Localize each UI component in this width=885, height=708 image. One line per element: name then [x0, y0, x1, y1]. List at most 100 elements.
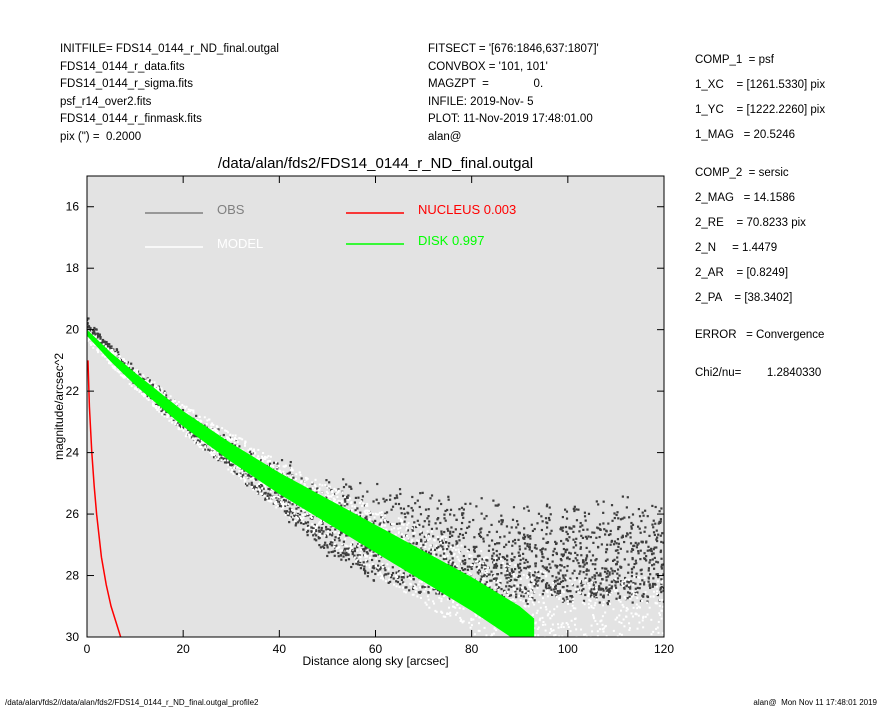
obs-point — [634, 587, 637, 590]
model-point — [331, 489, 334, 492]
model-point — [652, 590, 655, 593]
obs-point — [315, 529, 318, 533]
obs-point — [203, 448, 206, 451]
obs-point — [615, 513, 618, 517]
model-point — [527, 576, 530, 579]
obs-point — [586, 528, 589, 531]
obs-point — [582, 571, 585, 574]
model-point — [648, 678, 650, 680]
obs-point — [527, 574, 530, 577]
model-point — [243, 478, 246, 481]
model-point — [284, 464, 287, 467]
model-point — [609, 660, 611, 662]
model-point — [99, 339, 102, 342]
obs-point — [517, 538, 520, 541]
obs-point — [533, 574, 536, 577]
obs-point — [662, 541, 664, 544]
model-point — [561, 590, 564, 593]
model-point — [493, 561, 496, 564]
model-point — [387, 567, 390, 570]
model-point — [355, 511, 358, 514]
obs-point — [579, 565, 582, 568]
model-point — [435, 544, 438, 547]
model-point — [619, 682, 621, 684]
model-point — [621, 646, 623, 648]
y-tick-label: 30 — [66, 630, 80, 644]
obs-point — [651, 504, 654, 508]
model-point — [523, 640, 525, 642]
model-point — [183, 405, 186, 408]
model-point — [586, 641, 588, 643]
header-mask-file: FDS14_0144_r_finmask.fits — [60, 113, 202, 126]
obs-point — [427, 551, 431, 554]
obs-point — [453, 565, 457, 568]
obs-point — [355, 562, 358, 565]
obs-point — [439, 544, 442, 547]
model-point — [107, 359, 110, 362]
obs-point — [572, 530, 575, 534]
model-point — [582, 649, 584, 651]
obs-point — [517, 563, 520, 566]
obs-point — [595, 500, 598, 503]
model-point — [254, 451, 257, 454]
model-point — [238, 437, 241, 440]
model-point — [341, 549, 344, 552]
model-point — [546, 589, 549, 592]
model-point — [299, 473, 302, 476]
model-point — [321, 484, 324, 487]
model-point — [439, 541, 442, 544]
model-point — [549, 617, 552, 620]
obs-point — [325, 535, 328, 539]
model-point — [535, 650, 537, 652]
model-point — [462, 607, 465, 610]
obs-point — [569, 552, 572, 555]
model-point — [257, 448, 260, 451]
obs-point — [294, 524, 297, 527]
model-point — [432, 600, 435, 603]
obs-point — [353, 555, 356, 558]
model-point — [331, 494, 334, 497]
model-point — [540, 570, 543, 573]
model-point — [617, 642, 619, 644]
model-point — [340, 501, 343, 504]
model-point — [123, 360, 126, 363]
obs-point — [337, 555, 340, 558]
obs-point — [103, 342, 106, 345]
model-point — [252, 479, 255, 482]
model-point — [399, 518, 402, 521]
obs-point — [649, 586, 652, 590]
model-point — [449, 614, 452, 617]
model-point — [588, 606, 591, 609]
y-tick-label: 26 — [66, 507, 80, 521]
model-point — [468, 554, 471, 557]
obs-point — [555, 551, 558, 555]
model-point — [290, 467, 293, 470]
model-point — [537, 634, 540, 637]
model-point — [344, 537, 347, 540]
model-point — [613, 587, 616, 590]
obs-point — [572, 525, 575, 528]
obs-point — [597, 588, 600, 591]
model-point — [621, 643, 623, 645]
obs-point — [421, 491, 424, 494]
model-point — [634, 669, 636, 671]
model-point — [185, 432, 188, 435]
model-point — [357, 513, 360, 516]
obs-point — [427, 508, 430, 511]
model-point — [496, 581, 499, 584]
obs-point — [324, 541, 327, 544]
model-point — [196, 443, 199, 446]
obs-point — [359, 482, 362, 485]
obs-point — [528, 548, 531, 551]
obs-point — [578, 572, 581, 575]
model-point — [368, 566, 371, 569]
model-point — [636, 607, 639, 610]
model-point — [637, 614, 640, 617]
model-point — [537, 639, 539, 641]
model-point — [331, 539, 334, 542]
model-point — [234, 434, 237, 437]
obs-point — [597, 527, 600, 530]
obs-point — [354, 496, 358, 500]
obs-point — [547, 570, 551, 573]
obs-point — [397, 576, 400, 579]
